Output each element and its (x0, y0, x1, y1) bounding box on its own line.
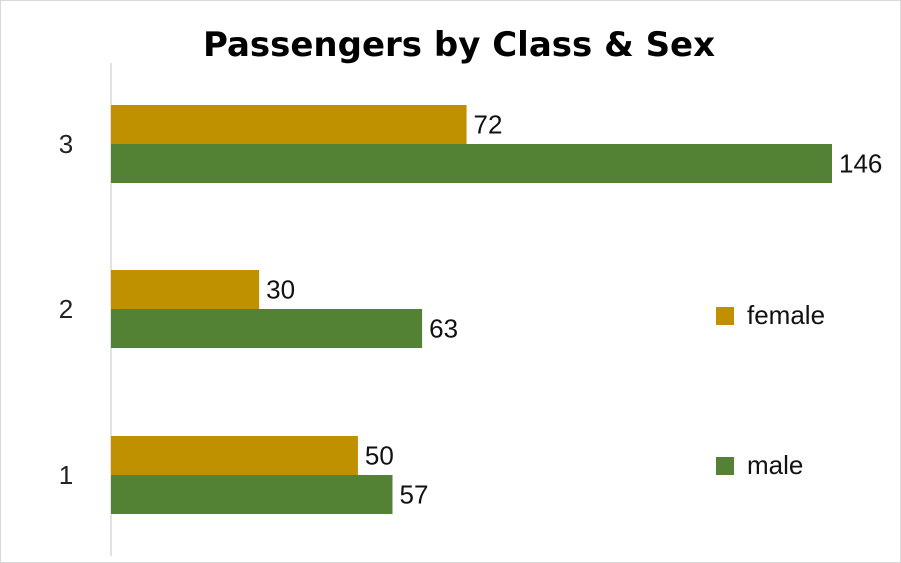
bar-male-class-1 (111, 475, 392, 514)
data-label-male-class-3: 146 (839, 149, 882, 179)
bar-male-class-2 (111, 309, 422, 348)
data-label-female-class-1: 50 (365, 441, 394, 471)
data-label-female-class-2: 30 (266, 275, 295, 305)
bar-male-class-3 (111, 144, 832, 183)
legend-swatch-male (716, 457, 734, 475)
legend-label-female: female (747, 300, 825, 330)
legend-label-male: male (747, 450, 803, 480)
y-tick-label: 3 (59, 129, 73, 159)
chart-title: Passengers by Class & Sex (203, 25, 715, 65)
bar-female-class-2 (111, 270, 259, 309)
bar-female-class-1 (111, 436, 358, 475)
y-tick-label: 1 (59, 460, 73, 490)
data-label-male-class-1: 57 (399, 480, 428, 510)
legend: female male (716, 300, 825, 480)
legend-swatch-female (716, 307, 734, 325)
data-label-male-class-2: 63 (429, 314, 458, 344)
data-label-female-class-3: 72 (474, 110, 503, 140)
y-tick-label: 2 (59, 294, 73, 324)
bar-female-class-3 (111, 105, 467, 144)
